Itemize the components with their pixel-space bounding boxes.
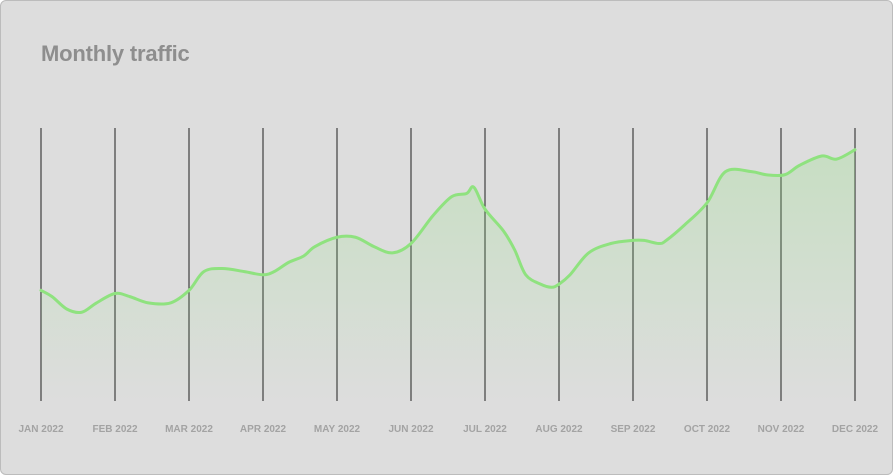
chart-title: Monthly traffic bbox=[41, 41, 190, 66]
x-tick-label: FEB 2022 bbox=[92, 424, 137, 435]
x-tick-label: NOV 2022 bbox=[758, 424, 805, 435]
x-tick-label: DEC 2022 bbox=[832, 424, 879, 435]
traffic-line bbox=[39, 148, 857, 315]
x-tick-label: JUL 2022 bbox=[463, 424, 507, 435]
x-tick-label: MAR 2022 bbox=[165, 424, 213, 435]
x-tick-label: OCT 2022 bbox=[684, 424, 731, 435]
x-tick-label: JUN 2022 bbox=[388, 424, 433, 435]
x-tick-label: SEP 2022 bbox=[611, 424, 656, 435]
series-layer bbox=[39, 148, 857, 401]
x-tick-label: APR 2022 bbox=[240, 424, 287, 435]
x-axis-tick-labels: JAN 2022 FEB 2022 MAR 2022 APR 2022 MAY 2022… bbox=[18, 424, 878, 435]
x-tick-label: MAY 2022 bbox=[314, 424, 361, 435]
x-tick-label: AUG 2022 bbox=[535, 424, 583, 435]
x-tick-label: JAN 2022 bbox=[18, 424, 63, 435]
traffic-area bbox=[41, 149, 855, 401]
